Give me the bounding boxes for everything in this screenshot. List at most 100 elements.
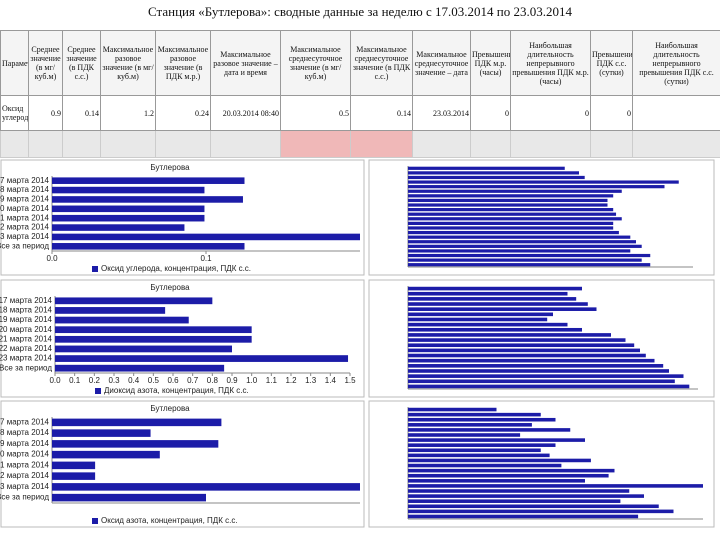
bar [52,440,219,448]
bar [408,468,615,473]
legend-swatch [92,518,98,524]
x-tick-label: 0.0 [49,376,61,385]
y-tick-label: 21 марта 2014 [0,460,50,469]
bar [408,374,684,378]
bar [408,226,614,230]
header-cell: Максимальное разовое значение – дата и в… [210,30,281,96]
y-tick-label: 18 марта 2014 [0,306,53,315]
y-tick-label: 19 марта 2014 [0,195,50,204]
cell: 20.03.2014 08:40 [210,95,281,131]
y-tick-label: 23 марта 2014 [0,354,53,363]
bar [408,407,497,412]
y-tick-label: 19 марта 2014 [0,439,50,448]
y-tick-label: 17 марта 2014 [0,296,53,305]
bar [408,307,597,311]
bar [408,369,669,373]
bar [55,307,166,314]
chart-title: Бутлерова [150,404,190,413]
y-tick-label: 18 марта 2014 [0,185,50,194]
bar [408,433,521,437]
summary-table: ПараметрСреднее значение (в мг/куб.м)Сре… [0,30,720,158]
header-cell: Максимальное среднесуточное значение (в … [350,30,413,96]
bar [408,514,639,519]
bar [408,198,608,203]
bar [408,203,608,207]
bar [408,489,630,493]
bar [52,472,96,480]
header-cell: Превышение ПДК м.р. (часы) [470,30,511,96]
y-tick-label: 17 марта 2014 [0,417,50,426]
bar [52,461,96,470]
x-tick-label: 1.1 [266,376,278,385]
legend-label: Оксид углерода, концентрация, ПДК с.с. [101,264,251,273]
bar [408,379,675,384]
bar [408,253,651,258]
bar [52,429,151,437]
bar [408,217,622,221]
bar [408,180,679,184]
bar [55,297,213,305]
bar [408,244,642,248]
x-tick-label: 0.1 [69,376,81,385]
bar [408,458,591,463]
y-tick-label: 23 марта 2014 [0,232,50,241]
y-tick-label: 21 марта 2014 [0,213,50,222]
bar [408,384,690,389]
x-tick-label: 0.3 [108,376,120,385]
bar [52,186,205,194]
bar [408,338,626,342]
bar [408,249,631,253]
header-cell: Среднее значение (в мг/куб.м) [28,30,63,96]
header-cell: Наибольшая длительность непрерывного пре… [632,30,720,96]
bar [408,208,614,212]
y-tick-label: 19 марта 2014 [0,315,53,324]
bar [55,355,349,362]
bar [408,171,579,175]
bar [408,484,703,488]
bar [408,286,582,291]
x-tick-label: 0.9 [226,376,238,385]
bar [408,353,646,358]
cell: 0 [510,95,591,131]
bar [408,348,640,353]
y-tick-label: Все за период [0,363,52,372]
y-tick-label: 18 марта 2014 [0,428,50,437]
bar [408,175,585,180]
header-cell: Наибольшая длительность непрерывного пре… [510,30,591,96]
bar [408,312,553,317]
bar [55,335,252,343]
bar [52,418,222,427]
bar [408,443,556,447]
bar [408,364,664,368]
y-tick-label: 21 марта 2014 [0,334,53,343]
y-tick-label: Все за период [0,493,49,502]
bar [408,166,565,170]
bar [52,177,245,184]
y-tick-label: 20 марта 2014 [0,325,53,334]
bar [408,240,636,244]
bar [52,233,360,241]
y-tick-label: 17 марта 2014 [0,176,50,185]
bar [408,230,619,235]
legend-label: Диоксид азота, концентрация, ПДК с.с. [104,386,249,395]
bar [408,235,631,239]
bar [408,494,644,498]
bar [408,327,582,332]
x-tick-label: 1.2 [285,376,297,385]
bar [408,428,571,432]
bar [55,364,225,372]
bar [408,322,568,327]
cell: 0.14 [350,95,413,131]
header-row: ПараметрСреднее значение (в мг/куб.м)Сре… [0,30,720,96]
legend-label: Оксид азота, концентрация, ПДК с.с. [101,516,238,525]
bar [408,479,585,483]
chart-title: Бутлерова [150,163,190,172]
bar [408,423,532,427]
bar [408,417,556,422]
bar [52,224,185,231]
x-tick-label: 1.3 [305,376,317,385]
legend-swatch [92,266,98,272]
